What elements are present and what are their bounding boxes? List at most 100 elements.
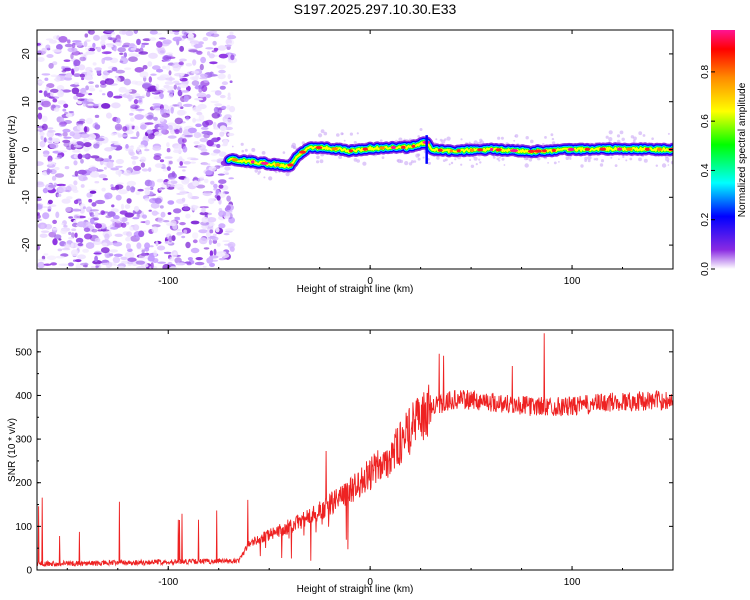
noise-speck [111,204,115,208]
noise-speck [79,133,90,139]
ridge-halo-dot [319,159,324,164]
noise-speck [104,78,115,85]
noise-speck [115,165,123,168]
noise-speck [84,75,94,81]
noise-speck [77,254,86,260]
noise-speck [164,81,174,85]
ridge-halo-dot [240,142,244,146]
noise-speck [194,97,204,101]
noise-speck [192,59,197,66]
noise-speck [169,160,173,165]
ridge-halo-dot [496,157,500,161]
noise-speck [121,44,130,48]
noise-speck [155,241,159,247]
y-tick-label: 10 [21,96,32,108]
noise-speck [216,137,221,141]
ridge-halo-dot [404,161,409,166]
noise-speck [112,215,120,220]
noise-speck [128,125,133,132]
noise-speck [60,228,68,234]
noise-speck [200,152,210,156]
noise-speck [183,161,192,165]
noise-speck [109,37,117,41]
noise-speck [126,180,137,187]
ridge-hotspot [656,147,663,151]
ridge-halo-dot [595,157,599,161]
noise-speck [88,93,93,96]
noise-speck [116,182,124,185]
noise-speck [112,256,121,263]
noise-speck [228,177,235,180]
ridge-hotspot [584,147,591,151]
noise-speck [198,237,208,245]
noise-speck [59,121,68,126]
snr-y-ticks: 0 100 200 300 400 500 [15,329,673,577]
noise-speck [76,41,83,47]
spectrogram-y-ticks: -20 -10 0 10 20 [21,29,673,270]
ridge-halo-dot [616,134,621,138]
ridge-halo-dot [356,132,359,135]
ridge-halo-dot [460,163,463,166]
noise-speck [110,218,119,223]
noise-speck [218,257,225,261]
noise-speck [47,160,54,166]
ridge-halo-dot [542,143,545,146]
noise-speck [101,262,110,266]
ridge-halo-dot [621,137,625,141]
noise-speck [105,43,115,46]
noise-speck [92,62,97,66]
noise-speck [130,117,135,122]
noise-speck [68,231,72,236]
noise-speck [166,142,170,148]
noise-speck [144,122,154,125]
noise-speck [178,61,184,66]
noise-speck [130,145,134,148]
noise-speck [149,30,158,35]
noise-speck [37,182,45,188]
ridge-halo-dot [475,163,478,166]
noise-speck [48,137,53,141]
noise-speck [160,74,170,78]
noise-speck [182,146,188,153]
ridge-hotspot [315,146,323,150]
noise-speck [67,39,71,44]
noise-speck [183,129,190,136]
ridge-halo-dot [550,133,554,137]
noise-speck [127,261,134,265]
noise-speck [190,76,196,80]
noise-speck [73,95,79,100]
noise-speck [115,117,121,124]
noise-speck [138,144,145,148]
noise-speck [94,114,100,118]
noise-speck [121,30,126,35]
noise-speck [196,92,207,98]
noise-speck [154,163,163,168]
ridge-halo-dot [479,161,482,164]
noise-speck [64,43,73,48]
noise-speck [101,103,111,109]
noise-speck [144,187,152,190]
noise-speck [221,81,228,86]
noise-speck [210,152,218,156]
y-tick-label: -10 [21,190,32,205]
y-tick-label: -20 [21,237,32,252]
noise-speck [179,58,187,62]
noise-speck [43,90,48,98]
noise-speck [118,86,127,93]
noise-speck [206,217,217,223]
ridge-hotspot [644,147,650,151]
noise-speck [56,44,63,50]
noise-speck [198,88,203,93]
ridge-hotspot [456,149,461,153]
noise-speck [54,133,62,136]
noise-speck [95,223,102,229]
noise-speck [160,211,166,218]
ridge-halo-dot [600,159,605,163]
noise-speck [112,241,123,247]
noise-speck [67,262,74,267]
noise-speck [44,223,53,230]
noise-speck [171,235,176,242]
ridge-halo-dot [301,141,305,145]
noise-speck [163,251,172,255]
noise-speck [62,128,71,133]
